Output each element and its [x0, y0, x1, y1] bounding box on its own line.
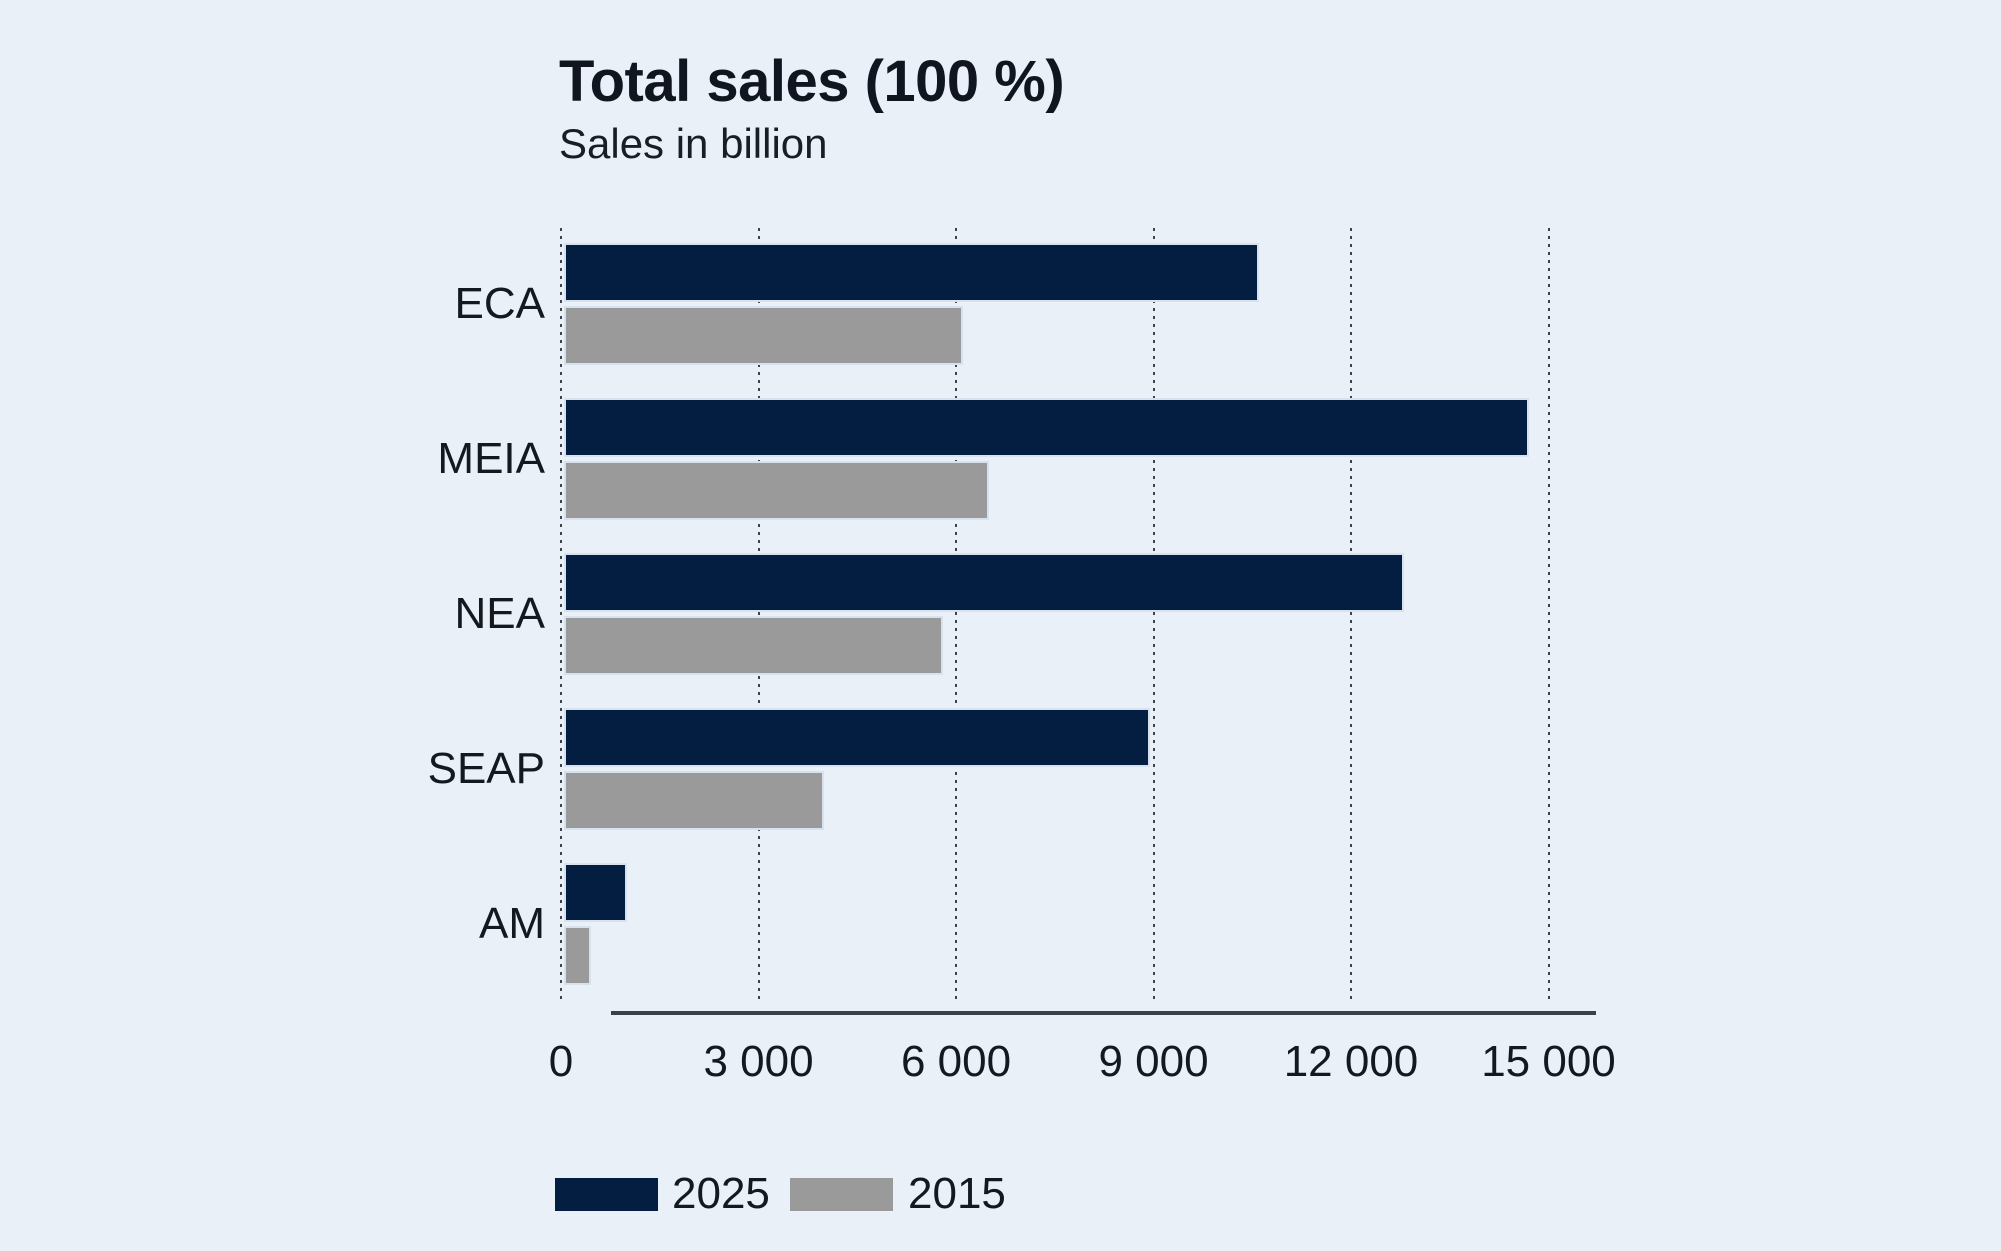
bar-2025-NEA — [564, 553, 1404, 612]
bar-2015-MEIA — [564, 461, 989, 520]
gridline-6000 — [955, 228, 957, 1003]
gridline-9000 — [1152, 228, 1155, 1003]
bar-2015-AM — [564, 926, 591, 985]
bar-2015-SEAP — [564, 771, 825, 830]
x-tick-label-15000: 15 000 — [1481, 1037, 1616, 1086]
chart-title: Total sales (100 %) — [559, 49, 1065, 114]
bar-2025-ECA — [564, 243, 1259, 302]
x-tick-label-9000: 9 000 — [1098, 1037, 1209, 1086]
legend-swatch-2015 — [790, 1178, 893, 1211]
legend-label-2025: 2025 — [672, 1169, 770, 1218]
gridline-3000 — [757, 228, 760, 1003]
gridline-12000 — [1350, 228, 1352, 1003]
bar-2025-SEAP — [564, 708, 1151, 767]
x-tick-label-6000: 6 000 — [900, 1037, 1012, 1086]
bar-2025-MEIA — [564, 398, 1529, 457]
bar-2015-NEA — [564, 616, 943, 675]
legend-label-2015: 2015 — [908, 1169, 1006, 1218]
x-tick-label-12000: 12 000 — [1283, 1037, 1419, 1086]
category-label-ECA: ECA — [454, 279, 545, 328]
legend-swatch-2025 — [555, 1178, 658, 1211]
x-tick-label-0: 0 — [548, 1037, 574, 1086]
bar-2015-ECA — [564, 306, 963, 365]
x-tick-label-3000: 3 000 — [703, 1037, 814, 1086]
category-label-SEAP: SEAP — [427, 744, 545, 793]
chart-subtitle: Sales in billion — [559, 120, 828, 167]
gridline-0 — [560, 228, 562, 1003]
category-label-AM: AM — [479, 899, 545, 948]
category-label-NEA: NEA — [454, 589, 545, 638]
category-label-MEIA: MEIA — [437, 434, 545, 483]
x-axis-line — [611, 1011, 1596, 1015]
gridline-15000 — [1547, 228, 1550, 1003]
bar-2025-AM — [564, 863, 627, 922]
